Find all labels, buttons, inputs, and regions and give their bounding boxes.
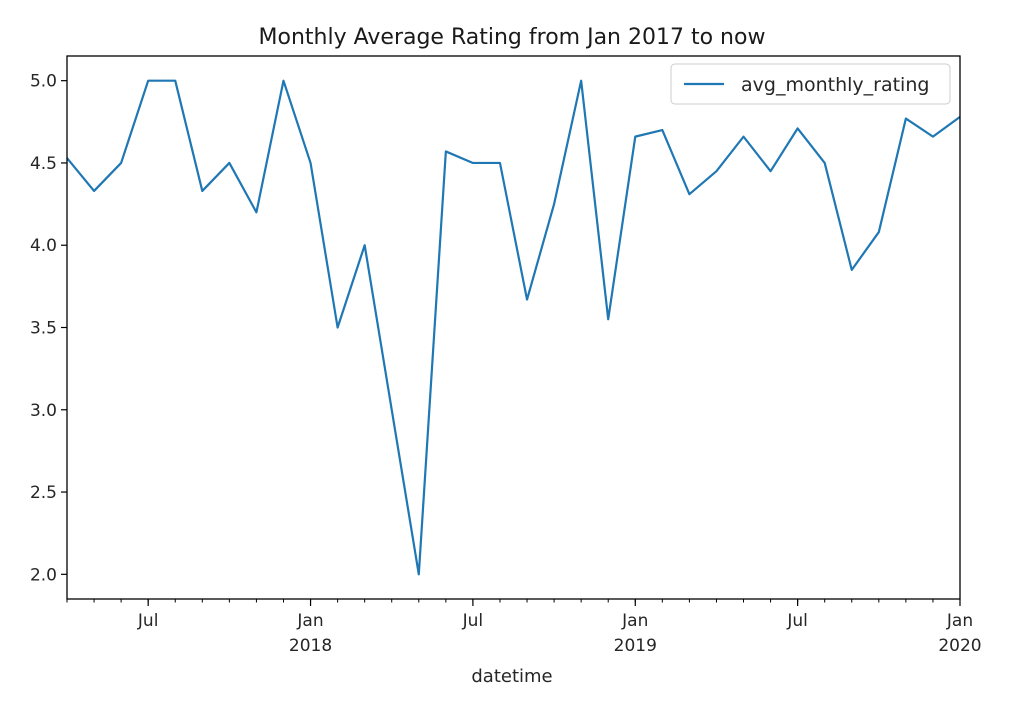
legend: avg_monthly_rating [670,63,951,105]
legend-box [670,63,951,105]
x-tick-label: Jan [296,611,323,631]
y-axis: 2.0 2.5 3.0 3.5 4.0 4.5 5.0 [30,72,67,585]
y-tick-label: 2.5 [30,483,57,503]
y-tick-label: 4.0 [30,236,57,256]
y-tick-label: 4.5 [30,154,57,174]
x-tick-label: Jul [462,611,484,631]
legend-label: avg_monthly_rating [741,74,929,96]
series-layer [66,79,961,576]
series-line [66,79,961,576]
x-axis: Jul Jan 2018 Jul Jan 2019 Jul Jan 2020 [66,599,982,656]
y-tick-label: 5.0 [30,72,57,92]
x-tick-label: Jul [137,611,159,631]
y-tick-label: 2.0 [30,565,57,585]
plot-frame [66,55,961,600]
x-axis-label: datetime [471,666,552,687]
chart-title: Monthly Average Rating from Jan 2017 to … [259,25,766,50]
x-tick-year-label: 2019 [614,636,657,656]
x-tick-year-label: 2018 [289,636,332,656]
y-tick-label: 3.5 [30,319,57,339]
x-tick-label: Jul [786,611,808,631]
x-tick-year-label: 2020 [938,636,981,656]
x-tick-label: Jan [946,611,973,631]
x-tick-label: Jan [621,611,648,631]
y-tick-label: 3.0 [30,401,57,421]
